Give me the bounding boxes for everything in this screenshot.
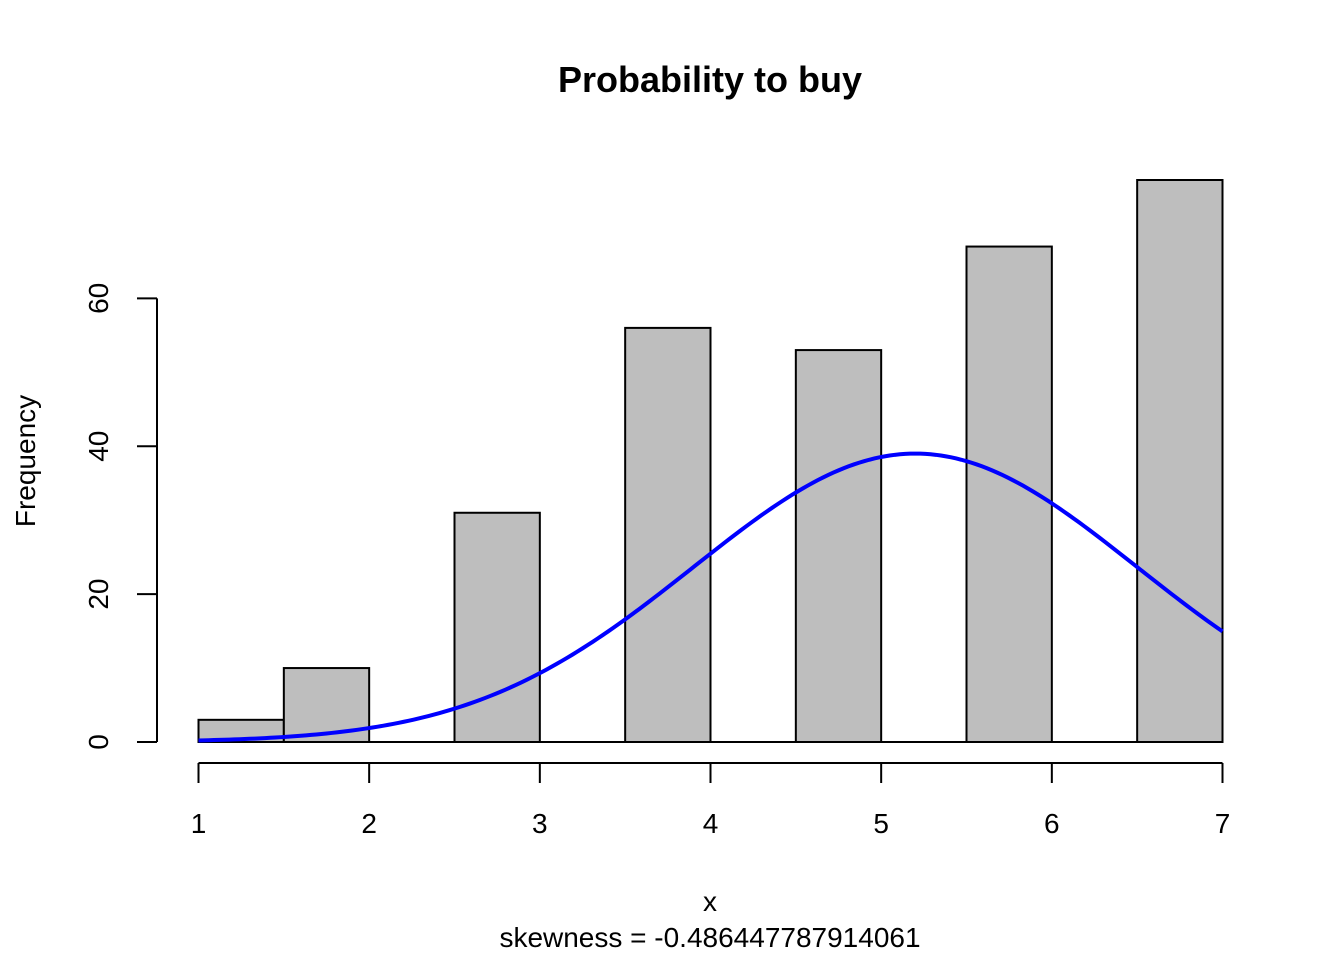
y-axis: 0 20 40 60 bbox=[83, 283, 158, 750]
y-axis-label: Frequency bbox=[10, 395, 41, 527]
density-curve bbox=[198, 451, 1224, 743]
y-tick-label: 20 bbox=[83, 579, 114, 610]
x-axis-label: x bbox=[703, 886, 717, 917]
x-axis: 1 2 3 4 5 6 7 bbox=[191, 762, 1231, 839]
y-tick-label: 60 bbox=[83, 283, 114, 314]
x-tick-label: 1 bbox=[191, 808, 207, 839]
x-tick-label: 7 bbox=[1215, 808, 1231, 839]
y-tick-label: 0 bbox=[83, 734, 114, 750]
bars-group bbox=[197, 179, 1224, 744]
x-tick-label: 4 bbox=[703, 808, 719, 839]
histogram-bar-3 bbox=[453, 511, 541, 744]
histogram-bar-5 bbox=[794, 349, 883, 743]
x-tick-label: 2 bbox=[361, 808, 377, 839]
y-tick-label: 40 bbox=[83, 431, 114, 462]
x-tick-label: 3 bbox=[532, 808, 548, 839]
chart-subtitle: skewness = -0.486447787914061 bbox=[499, 922, 920, 953]
histogram-bar-7 bbox=[1136, 179, 1224, 743]
x-tick-label: 6 bbox=[1044, 808, 1060, 839]
histogram-bar-4 bbox=[624, 326, 712, 743]
x-tick-label: 5 bbox=[873, 808, 889, 839]
chart-title: Probability to buy bbox=[558, 59, 862, 100]
